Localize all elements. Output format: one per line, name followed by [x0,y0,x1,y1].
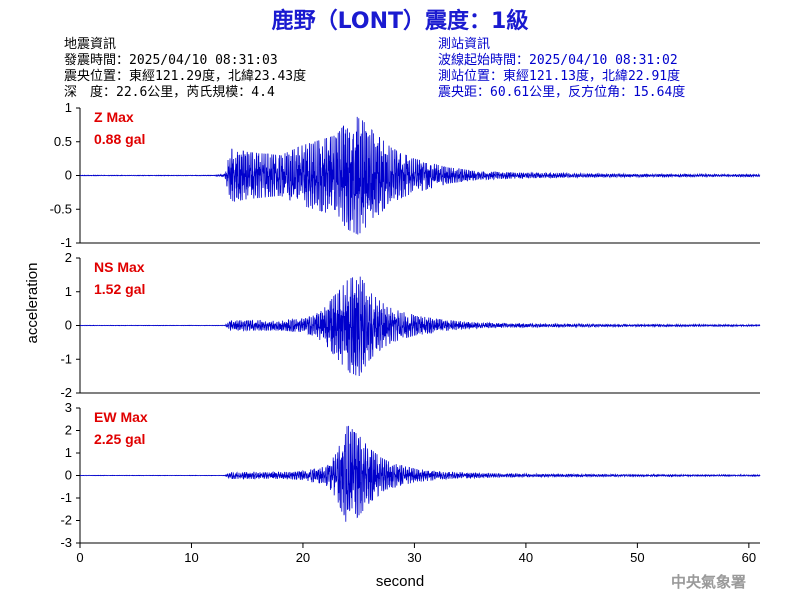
chart-title: 鹿野（LONT）震度：1級 [272,8,529,34]
y-tick-label-z: -1 [60,235,72,250]
y-tick-label-z: -0.5 [50,201,72,216]
max-value-z: 0.88 gal [94,131,145,147]
quake-time: 發震時間：2025/04/10 08:31:03 [64,53,278,68]
station-distance: 震央距：60.61公里，反方位角：15.64度 [438,84,685,100]
quake-info-block: 地震資訊 發震時間：2025/04/10 08:31:03 震央位置：東經121… [64,37,306,100]
y-tick-label-z: 0.5 [54,134,72,149]
panel-z: -1 -0.5 0 0.5 1 Z Max 0.88 gal [50,100,761,250]
max-value-ew: 2.25 gal [94,431,145,447]
y-tick-label-z: 0 [65,168,72,183]
station-info-block: 測站資訊 波線起始時間：2025/04/10 08:31:02 測站位置：東經1… [438,37,685,100]
y-axis-title: acceleration [24,263,41,344]
max-value-ns: 1.52 gal [94,281,145,297]
waveform-trace-ew [79,425,761,522]
y-tick-label-ns: -1 [60,351,72,366]
y-tick-label-ew: 3 [65,400,72,415]
y-tick-label-ns: 0 [65,318,72,333]
y-tick-label-ew: 1 [65,445,72,460]
y-tick-label-ew: -3 [60,535,72,550]
agency-watermark: 中央氣象署 [671,573,746,591]
max-label-ns: NS Max [94,259,145,275]
y-tick-label-ew: -2 [60,513,72,528]
panel-ns: -2 -1 0 1 2 NS Max 1.52 gal [60,250,761,400]
quake-location: 震央位置：東經121.29度，北緯23.43度 [64,68,306,84]
y-tick-label-z: 1 [65,100,72,115]
x-tick-label: 10 [184,550,198,565]
station-info-heading: 測站資訊 [438,37,490,52]
y-tick-label-ew: -1 [60,490,72,505]
station-location: 測站位置：東經121.13度，北緯22.91度 [438,68,680,84]
x-tick-label: 30 [407,550,421,565]
y-tick-label-ew: 0 [65,468,72,483]
quake-info-heading: 地震資訊 [64,37,116,52]
y-tick-label-ns: 2 [65,250,72,265]
max-label-ew: EW Max [94,409,148,425]
x-tick-label: 50 [630,550,644,565]
station-wave-start: 波線起始時間：2025/04/10 08:31:02 [438,52,678,68]
y-tick-label-ew: 2 [65,423,72,438]
waveform-trace-ns [79,276,761,376]
waveform-trace-z [79,116,761,235]
x-tick-label: 20 [296,550,310,565]
x-tick-label: 40 [519,550,533,565]
y-tick-label-ns: -2 [60,385,72,400]
waveform-panels: -1 -0.5 0 0.5 1 Z Max 0.88 gal -2 -1 0 1 2 NS Max 1.5… [50,100,761,565]
y-tick-label-ns: 1 [65,284,72,299]
x-axis-title: second [376,573,424,590]
quake-depth-magnitude: 深 度：22.6公里，芮氏規模：4.4 [64,84,275,100]
x-tick-label: 0 [76,550,83,565]
max-label-z: Z Max [94,109,134,125]
x-tick-label: 60 [742,550,756,565]
